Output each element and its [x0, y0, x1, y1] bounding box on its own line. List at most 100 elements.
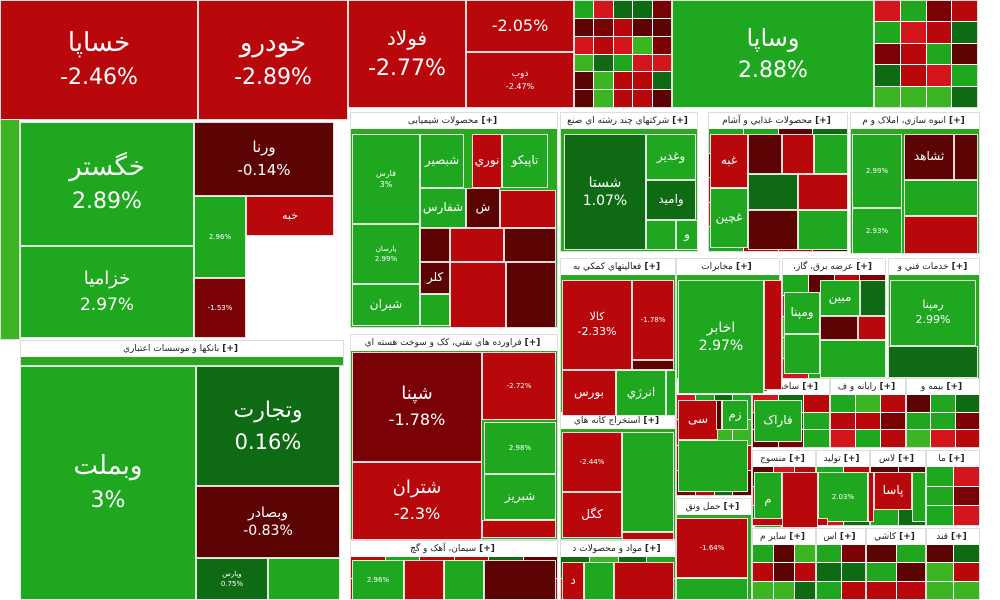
- stock-cell[interactable]: [504, 228, 556, 262]
- stock-cell[interactable]: [900, 65, 926, 86]
- stock-cell[interactable]: [613, 18, 633, 36]
- stock-cell[interactable]: [904, 216, 978, 254]
- stock-cell[interactable]: [450, 228, 504, 262]
- stock-cell[interactable]: [953, 486, 979, 506]
- expand-icon[interactable]: [+]: [815, 116, 831, 126]
- stock-cell[interactable]: [896, 545, 925, 563]
- stock-cell[interactable]: [622, 432, 674, 532]
- stock-cell[interactable]: [926, 22, 952, 43]
- stock-cell[interactable]: [594, 72, 613, 90]
- stock-tile-khasapa[interactable]: خساپا -2.46%: [0, 0, 198, 120]
- sector-header[interactable]: [+]بانکها و موسسات اعتباري: [21, 341, 343, 357]
- stock-cell[interactable]: [831, 430, 855, 447]
- stock-cell[interactable]: [613, 90, 633, 107]
- stock-cell[interactable]: [953, 581, 979, 599]
- stock-cell[interactable]: [927, 545, 953, 563]
- stock-tile-shkhasar[interactable]: 2.98%: [484, 422, 556, 474]
- stock-tile-shasta[interactable]: شستا 1.07%: [564, 134, 646, 250]
- stock-cell[interactable]: [927, 563, 953, 581]
- stock-cell[interactable]: [952, 22, 977, 43]
- stock-cell[interactable]: [652, 18, 671, 36]
- expand-icon[interactable]: [+]: [644, 544, 661, 554]
- stock-cell[interactable]: [896, 581, 925, 599]
- expand-icon[interactable]: [+]: [789, 532, 805, 542]
- stock-cell[interactable]: [482, 520, 556, 538]
- stock-tile-khazamia[interactable]: خزامیا 2.97%: [20, 246, 194, 338]
- stock-tile-varna[interactable]: ورنا -0.14%: [194, 122, 334, 196]
- stock-tile-parsan[interactable]: پارسان 2.99%: [352, 224, 420, 284]
- stock-tile-vbemellat[interactable]: وبملت 3%: [20, 366, 196, 600]
- sector-header[interactable]: [+]سایر م: [753, 529, 815, 545]
- expand-icon[interactable]: [+]: [643, 416, 660, 426]
- stock-cell[interactable]: [817, 545, 841, 563]
- stock-cell[interactable]: [774, 545, 794, 563]
- stock-cell[interactable]: [804, 395, 829, 412]
- stock-tile-vamid[interactable]: وامید: [646, 180, 696, 220]
- stock-cell[interactable]: [875, 65, 900, 86]
- stock-cell[interactable]: [613, 54, 633, 72]
- stock-cell[interactable]: [633, 90, 652, 107]
- sector-header[interactable]: [+]فعالیتهاي کمکي به: [561, 259, 675, 275]
- stock-tile-shepna[interactable]: شپنا -1.78%: [352, 352, 482, 462]
- stock-cell[interactable]: [881, 395, 905, 412]
- stock-cell[interactable]: [817, 563, 841, 581]
- sector-header[interactable]: [+]بیمه و: [907, 379, 979, 395]
- stock-cell[interactable]: [952, 86, 977, 107]
- stock-cell[interactable]: [676, 578, 748, 600]
- stock-cell[interactable]: [444, 560, 484, 600]
- stock-cell[interactable]: [484, 560, 556, 600]
- stock-cell[interactable]: [782, 472, 818, 528]
- stock-tile-energy[interactable]: انرژي: [616, 370, 666, 416]
- stock-cell[interactable]: [646, 220, 676, 250]
- stock-tile-vmapna[interactable]: ومپنا: [784, 292, 820, 334]
- stock-tile-vtejarat[interactable]: وتجارت 0.16%: [196, 366, 340, 486]
- stock-tile-shabandar[interactable]: شبصیر: [420, 134, 464, 188]
- sector-header[interactable]: [+]کاشي: [867, 529, 925, 545]
- stock-cell[interactable]: [831, 412, 855, 430]
- stock-tile-kalab[interactable]: -1.78%: [632, 280, 674, 360]
- stock-cell[interactable]: [666, 370, 676, 416]
- stock-cell[interactable]: [955, 430, 979, 447]
- stock-cell[interactable]: [748, 134, 782, 174]
- stock-tile-mkeshti[interactable]: -1.64%: [676, 518, 748, 578]
- expand-icon[interactable]: [+]: [899, 532, 915, 542]
- stock-tile-foolad[interactable]: فولاد -2.77%: [348, 0, 466, 108]
- stock-tile-akhaber[interactable]: اخابر 2.97%: [678, 280, 764, 394]
- stock-cell[interactable]: [831, 395, 855, 412]
- stock-cell[interactable]: [784, 334, 820, 374]
- stock-cell[interactable]: [860, 280, 886, 316]
- stock-tile-shafars[interactable]: شفارس: [420, 188, 466, 228]
- expand-icon[interactable]: [+]: [856, 262, 872, 272]
- stock-cell[interactable]: [881, 430, 905, 447]
- stock-cell[interactable]: [575, 1, 594, 18]
- stock-cell[interactable]: [871, 506, 898, 525]
- sector-header[interactable]: [+]استخراج کانه هاي: [561, 413, 675, 429]
- stock-tile-vbsader[interactable]: وبصادر -0.83%: [196, 486, 340, 558]
- stock-cell[interactable]: [907, 430, 931, 447]
- sector-header[interactable]: [+]اس: [817, 529, 865, 545]
- stock-cell[interactable]: [678, 440, 748, 492]
- stock-cell[interactable]: [500, 190, 556, 228]
- stock-cell[interactable]: [633, 1, 652, 18]
- stock-cell[interactable]: [926, 1, 952, 22]
- expand-icon[interactable]: [+]: [951, 262, 968, 272]
- stock-cell[interactable]: [931, 395, 955, 412]
- stock-tile-ramia[interactable]: رمپنا 2.99%: [890, 280, 976, 346]
- stock-cell[interactable]: [633, 18, 652, 36]
- sector-header[interactable]: [+]لاس: [871, 451, 925, 467]
- expand-icon[interactable]: [+]: [950, 532, 967, 542]
- expand-icon[interactable]: [+]: [949, 116, 965, 126]
- stock-cell[interactable]: [820, 316, 858, 340]
- sector-header[interactable]: [+]فراورده هاي نفتي، کک و سوخت هسته اي: [351, 335, 557, 351]
- expand-icon[interactable]: [+]: [946, 382, 963, 392]
- stock-cell[interactable]: [954, 134, 978, 180]
- stock-cell[interactable]: [753, 581, 773, 599]
- stock-cell[interactable]: [952, 1, 977, 22]
- stock-cell[interactable]: [856, 430, 880, 447]
- sector-header[interactable]: [+]تولید: [817, 451, 869, 467]
- stock-cell[interactable]: [613, 36, 633, 54]
- stock-cell[interactable]: [753, 563, 773, 581]
- stock-cell[interactable]: [856, 395, 880, 412]
- stock-tile-shiran[interactable]: شیران: [352, 284, 420, 326]
- expand-icon[interactable]: [+]: [879, 382, 896, 392]
